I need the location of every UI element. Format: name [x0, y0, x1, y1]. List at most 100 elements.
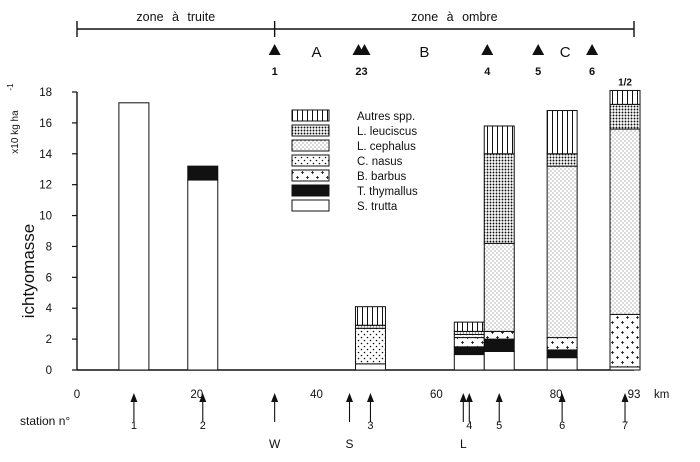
- legend-label: L. leuciscus: [357, 126, 417, 138]
- station-arrow-head: [558, 393, 566, 402]
- marker-label: 23: [355, 66, 367, 78]
- x-tick-label: 40: [310, 389, 323, 401]
- axes: 0 2 4 6 8 10 12 14 16 18 ichtyomasse x10 kg ha -1 0 20…: [6, 83, 669, 401]
- x-tick-label: 93: [628, 389, 641, 401]
- bar-segment-lcephalus: [483, 242, 515, 332]
- station-arrow-head: [465, 393, 473, 402]
- station-label: 1: [131, 420, 137, 432]
- bar-segment-autresspp: [453, 321, 485, 332]
- bar-segment-autresspp: [609, 89, 641, 105]
- bar-segment-strutta: [453, 354, 485, 371]
- x-tick-label: 0: [74, 389, 80, 401]
- y-tick-label: 10: [39, 211, 52, 223]
- station-arrow-head: [271, 393, 279, 402]
- legend-label: Autres spp.: [357, 111, 415, 123]
- bar-segment-strutta: [354, 363, 386, 371]
- bar-segment-bbarbus: [609, 313, 641, 368]
- station-label: 5: [496, 420, 502, 432]
- legend-swatch: [291, 139, 330, 152]
- station-label: 2: [200, 420, 206, 432]
- bar-segment-lleuciscus: [483, 153, 515, 244]
- y-tick-label: 2: [46, 334, 52, 346]
- bar-segment-lcephalus: [546, 165, 578, 339]
- zone-label: zone à ombre: [411, 10, 497, 24]
- bar-note: 1/2: [618, 77, 632, 88]
- station-axis-title: station n°: [20, 414, 70, 428]
- marker-label: 1: [272, 66, 278, 78]
- x-tick-label: 80: [550, 389, 563, 401]
- station-arrow-head: [199, 393, 207, 402]
- station-label: 6: [559, 420, 565, 432]
- station-arrow-head: [130, 393, 138, 402]
- bar-segment-tthymallus: [187, 165, 219, 181]
- zone-label: zone à truite: [136, 10, 215, 24]
- marker-triangle: [481, 44, 494, 55]
- bar-segment-tthymallus: [453, 346, 485, 356]
- legend-label: T. thymallus: [357, 186, 418, 198]
- station-label: 4: [466, 420, 472, 432]
- y-tick-label: 18: [39, 87, 52, 99]
- x-axis-unit: km: [654, 389, 669, 401]
- bar-segment-strutta: [483, 350, 515, 371]
- reach-label: A: [312, 44, 322, 61]
- legend-swatch: [291, 184, 330, 197]
- station-arrow-head: [459, 393, 467, 402]
- marker-label: 5: [535, 66, 541, 78]
- legend-label: S. trutta: [357, 201, 398, 213]
- reach-markers: 1 23 4 5 6A B C: [268, 44, 599, 78]
- marker-triangle: [268, 44, 281, 55]
- bar-segment-strutta: [546, 357, 578, 371]
- y-tick-label: 0: [46, 365, 52, 377]
- x-tick-label: 60: [430, 389, 443, 401]
- bar-segment-autresspp: [354, 306, 386, 326]
- x-tick-label: 20: [190, 389, 203, 401]
- legend-label: B. barbus: [357, 171, 406, 183]
- bar-segment-lcephalus: [609, 128, 641, 315]
- station-label: 3: [367, 420, 373, 432]
- station-arrow-head: [366, 393, 374, 402]
- bar-segment-lleuciscus: [609, 103, 641, 130]
- bars: 1/2: [118, 77, 641, 371]
- bar-segment-tthymallus: [483, 338, 515, 352]
- reach-label: B: [419, 44, 429, 61]
- y-tick-label: 16: [39, 118, 52, 130]
- bar-segment-autresspp: [546, 110, 578, 155]
- bar-segment-tthymallus: [546, 349, 578, 359]
- bar-segment-bbarbus: [453, 337, 485, 348]
- bar-segment-strutta: [187, 179, 219, 371]
- legend-swatch: [291, 109, 330, 122]
- bar-segment-bbarbus: [483, 330, 515, 340]
- bar-segment-strutta: [118, 102, 150, 371]
- reach-label: C: [560, 44, 571, 61]
- legend-label: C. nasus: [357, 156, 403, 168]
- bar-segment-autresspp: [483, 125, 515, 155]
- bar-segment-lleuciscus: [546, 153, 578, 167]
- station-label: L: [460, 437, 467, 451]
- y-axis-unit: x10 kg ha: [10, 110, 21, 154]
- legend-swatch: [291, 169, 330, 182]
- y-tick-label: 4: [46, 303, 53, 315]
- marker-triangle: [358, 44, 371, 55]
- zone-bracket: zone à truite zone à ombre: [76, 10, 635, 37]
- station-arrow-head: [346, 393, 354, 402]
- station-label: S: [346, 437, 354, 451]
- station-arrow-head: [621, 393, 629, 402]
- bar-segment-cnasus: [354, 327, 386, 365]
- marker-triangle: [586, 44, 599, 55]
- legend-swatch: [291, 154, 330, 167]
- legend-swatch: [291, 199, 330, 212]
- y-tick-label: 14: [39, 149, 52, 161]
- y-tick-label: 12: [39, 180, 52, 192]
- y-axis-unit-exponent: -1: [6, 83, 15, 91]
- y-tick-label: 6: [46, 272, 52, 284]
- marker-label: 4: [484, 66, 491, 78]
- y-tick-label: 8: [46, 241, 52, 253]
- legend-swatch: [291, 124, 330, 137]
- legend-label: L. cephalus: [357, 141, 416, 153]
- marker-triangle: [532, 44, 545, 55]
- y-axis-title: ichtyomasse: [19, 224, 38, 318]
- legend: Autres spp. L. leuciscus L. cephalus C. nas…: [291, 109, 418, 213]
- station-label: W: [269, 437, 281, 451]
- station-arrow-head: [495, 393, 503, 402]
